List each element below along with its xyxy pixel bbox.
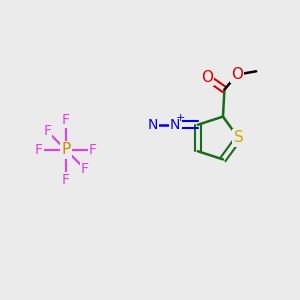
Text: S: S [234,130,243,146]
Text: F: F [43,124,51,138]
Text: F: F [35,143,43,157]
Text: F: F [81,162,89,176]
Text: P: P [61,142,70,158]
Text: +: + [176,113,185,123]
Text: O: O [231,67,243,82]
Text: N: N [148,118,158,132]
Text: N: N [170,118,181,132]
Text: F: F [62,113,70,127]
Text: F: F [62,173,70,187]
Text: O: O [201,70,213,85]
Text: F: F [89,143,97,157]
